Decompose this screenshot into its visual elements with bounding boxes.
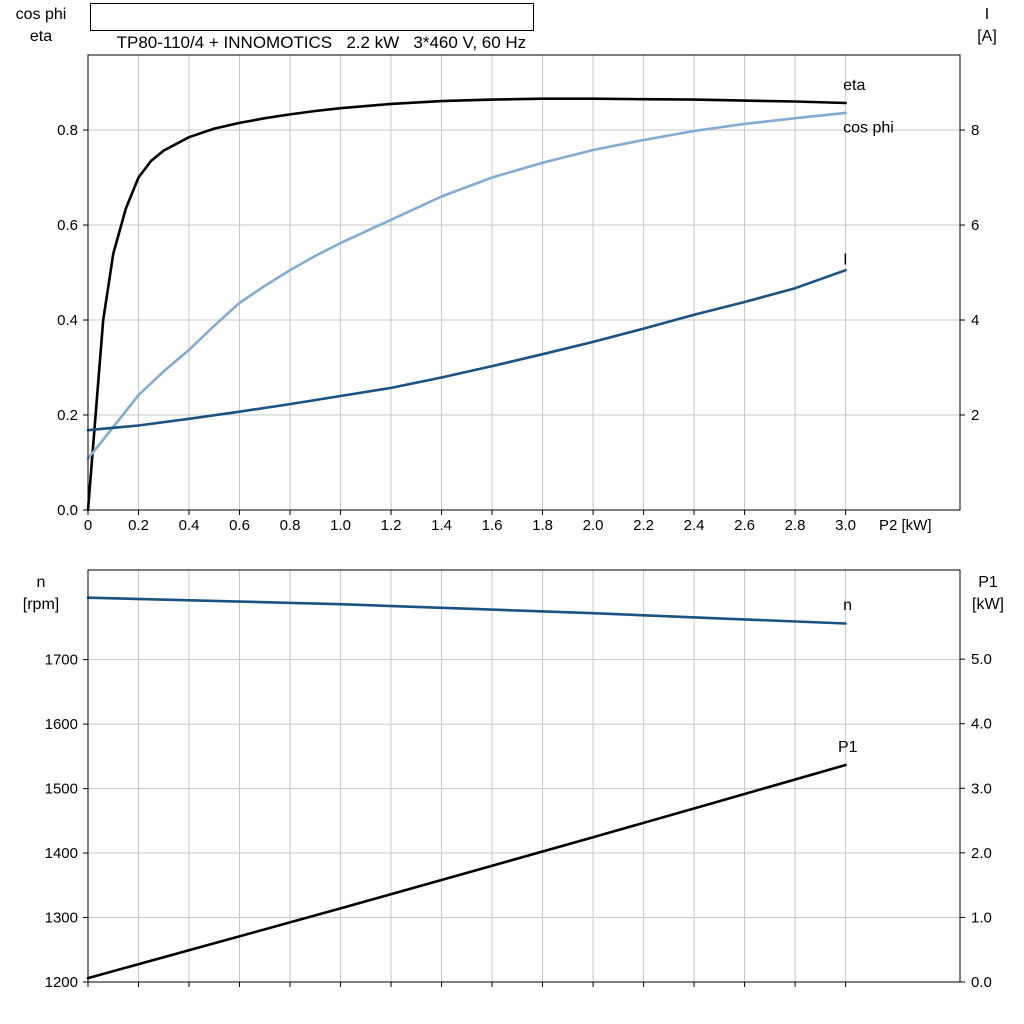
x-tick-label: 2.8 (785, 517, 806, 534)
y-left-tick-label: 0.6 (57, 217, 78, 234)
y-left-tick-label: 1600 (45, 716, 78, 733)
chart-title-box: TP80-110/4 + INNOMOTICS 2.2 kW 3*460 V, … (90, 3, 535, 52)
curve-p1 (86, 763, 847, 980)
y-left-tick-label: 1300 (45, 910, 78, 927)
bottom-chart-left-axis-title: n [rpm] (0, 572, 82, 616)
x-tick-label: 2.2 (633, 517, 654, 534)
x-tick-label: 1.8 (532, 517, 553, 534)
x-tick-label: 2.6 (734, 517, 755, 534)
chart-top: eta cos phi I 0 0.2 0.4 0.6 0.8 1.0 1.2 1.4 1.6 1.8 2… (57, 54, 979, 534)
x-tick-label: 1.0 (330, 517, 351, 534)
y-left-tick-label: 0.8 (57, 122, 78, 139)
axis-title-line: P1 (978, 574, 998, 591)
y-right-tick-label: 6 (971, 217, 979, 234)
x-tick-label: 2.0 (583, 517, 604, 534)
y-right-tick-label: 1.0 (971, 909, 992, 926)
axis-title-line: n (36, 574, 46, 591)
y-right-tick-label: 5.0 (971, 651, 992, 668)
y-left-tick-label: 1200 (45, 974, 78, 991)
y-right-tick-label: 2 (971, 407, 979, 424)
chart-bottom: n P1 1200 1300 1400 1500 1600 1700 0.0 1.0 2.0 3.0 4… (45, 569, 992, 991)
plot-border (87, 569, 961, 983)
curve-label-eta: eta (843, 77, 865, 94)
y-left-tick-label: 1400 (45, 845, 78, 862)
x-tick-label: 1.4 (431, 517, 452, 534)
y-right-tick-label: 4.0 (971, 716, 992, 733)
y-left-tick-label: 0.4 (57, 312, 78, 329)
curve-eta (86, 97, 847, 512)
y-left-tick-label: 0.2 (57, 407, 78, 424)
x-tick-label: 1.6 (482, 517, 503, 534)
bottom-chart-right-axis-title: P1 [kW] (958, 572, 1018, 616)
curve-cos-phi (86, 111, 847, 461)
y-right-tick-label: 2.0 (971, 845, 992, 862)
x-axis-label: P2 [kW] (879, 517, 932, 534)
x-tick-label: 0.2 (128, 517, 149, 534)
x-tick-label: 1.2 (381, 517, 402, 534)
axis-title-line: [rpm] (22, 596, 60, 613)
axis-title-line: [A] (977, 28, 997, 45)
x-tick-label: 0.8 (280, 517, 301, 534)
curve-label-current: I (843, 252, 847, 269)
y-right-tick-label: 8 (971, 122, 979, 139)
curve-label-n: n (843, 597, 852, 614)
axis-title-line: eta (29, 28, 53, 45)
curve-n (86, 596, 847, 625)
top-chart-left-axis-title: cos phi eta (0, 4, 82, 48)
x-tick-label: 3.0 (835, 517, 856, 534)
x-tick-label: 0 (84, 517, 92, 534)
y-left-tick-label: 1700 (45, 652, 78, 669)
plot-border (87, 54, 961, 511)
x-tick-label: 0.6 (229, 517, 250, 534)
curve-current (86, 268, 847, 432)
axis-title-line: I (984, 6, 990, 23)
chart-title-text: TP80-110/4 + INNOMOTICS 2.2 kW 3*460 V, … (116, 33, 527, 52)
curve-label-cos-phi: cos phi (843, 119, 894, 136)
y-left-tick-label: 0.0 (57, 502, 78, 519)
axis-title-line: [kW] (972, 596, 1004, 613)
y-right-tick-label: 3.0 (971, 780, 992, 797)
axis-title-line: cos phi (15, 6, 67, 23)
x-tick-label: 2.4 (684, 517, 705, 534)
curve-label-p1: P1 (838, 739, 858, 756)
top-chart-right-axis-title: I [A] (958, 4, 1016, 48)
y-right-tick-label: 0.0 (971, 974, 992, 991)
y-left-tick-label: 1500 (45, 781, 78, 798)
x-tick-label: 0.4 (179, 517, 200, 534)
y-right-tick-label: 4 (971, 312, 979, 329)
